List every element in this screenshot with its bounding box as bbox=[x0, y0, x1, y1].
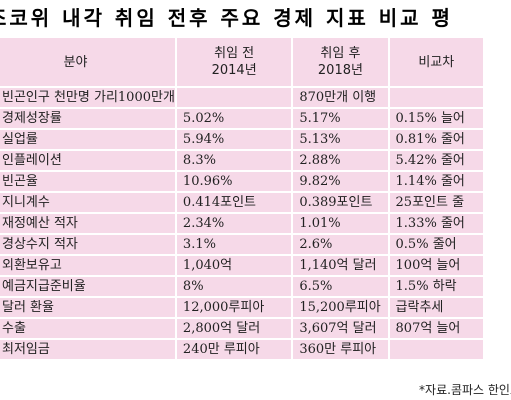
row-diff: 100억 늘어 bbox=[387, 254, 486, 277]
table-row: 지니계수 0.414포인트 0.389포인트 25포인트 줄 bbox=[0, 191, 486, 214]
row-field: 지니계수 bbox=[0, 191, 177, 214]
table-row: 인플레이션 8.3% 2.88% 5.42% 줄어 bbox=[0, 149, 486, 172]
table-row: 경제성장률 5.02% 5.17% 0.15% 늘어 bbox=[0, 107, 486, 130]
row-after: 0.389포인트 bbox=[291, 191, 390, 214]
row-before: 240만 루피아 bbox=[174, 338, 294, 361]
row-field: 외환보유고 bbox=[0, 254, 177, 277]
row-diff: 0.81% 줄어 bbox=[387, 128, 486, 151]
table-row: 달러 환율 12,000루피아 15,200루피아 급락추세 bbox=[0, 296, 486, 319]
row-field: 빈곤율 bbox=[0, 170, 177, 193]
row-diff bbox=[387, 338, 486, 361]
row-field: 빈곤인구 천만명 가리1000만개 bbox=[0, 86, 177, 109]
header-row: 분야 취임 전 2014년 취임 후 2018년 비교차 bbox=[0, 36, 486, 88]
row-field: 경상수지 적자 bbox=[0, 233, 177, 256]
row-after: 1,140억 달러 bbox=[291, 254, 390, 277]
row-after: 5.13% bbox=[291, 128, 390, 151]
row-diff: 1.5% 하락 bbox=[387, 275, 486, 298]
row-before: 10.96% bbox=[174, 170, 294, 193]
row-diff: 0.5% 줄어 bbox=[387, 233, 486, 256]
header-diff: 비교차 bbox=[387, 36, 486, 88]
row-before: 2.34% bbox=[174, 212, 294, 235]
header-before: 취임 전 2014년 bbox=[174, 36, 294, 88]
row-after: 2.6% bbox=[291, 233, 390, 256]
row-diff: 1.33% 줄어 bbox=[387, 212, 486, 235]
row-field: 최저임금 bbox=[0, 338, 177, 361]
row-after: 6.5% bbox=[291, 275, 390, 298]
row-before: 5.94% bbox=[174, 128, 294, 151]
row-field: 실업률 bbox=[0, 128, 177, 151]
row-after: 9.82% bbox=[291, 170, 390, 193]
table-row: 최저임금 240만 루피아 360만 루피아 bbox=[0, 338, 486, 361]
row-field: 달러 환율 bbox=[0, 296, 177, 319]
row-field: 재정예산 적자 bbox=[0, 212, 177, 235]
row-field: 경제성장률 bbox=[0, 107, 177, 130]
row-diff: 5.42% 줄어 bbox=[387, 149, 486, 172]
row-before: 2,800억 달러 bbox=[174, 317, 294, 340]
table-row: 재정예산 적자 2.34% 1.01% 1.33% 줄어 bbox=[0, 212, 486, 235]
table-row: 빈곤인구 천만명 가리1000만개 870만개 이행 bbox=[0, 86, 486, 109]
table-row: 수출 2,800억 달러 3,607억 달러 807억 늘어 bbox=[0, 317, 486, 340]
header-after: 취임 후 2018년 bbox=[291, 36, 390, 88]
row-diff bbox=[387, 86, 486, 109]
page-title: 조코위 내각 취임 전후 주요 경제 지표 비교 평 bbox=[0, 6, 453, 30]
row-before: 8.3% bbox=[174, 149, 294, 172]
table-row: 빈곤율 10.96% 9.82% 1.14% 줄어 bbox=[0, 170, 486, 193]
row-after: 360만 루피아 bbox=[291, 338, 390, 361]
row-before: 5.02% bbox=[174, 107, 294, 130]
table-row: 실업률 5.94% 5.13% 0.81% 줄어 bbox=[0, 128, 486, 151]
row-diff: 0.15% 늘어 bbox=[387, 107, 486, 130]
row-before: 0.414포인트 bbox=[174, 191, 294, 214]
row-after: 3,607억 달러 bbox=[291, 317, 390, 340]
row-field: 수출 bbox=[0, 317, 177, 340]
row-before: 12,000루피아 bbox=[174, 296, 294, 319]
row-after: 870만개 이행 bbox=[291, 86, 390, 109]
comparison-table: 분야 취임 전 2014년 취임 후 2018년 비교차 빈곤인구 천만명 가리10… bbox=[0, 36, 486, 361]
source-note: *자료.콤파스 한인포 bbox=[419, 383, 511, 397]
row-before: 3.1% bbox=[174, 233, 294, 256]
table-row: 예금지급준비율 8% 6.5% 1.5% 하락 bbox=[0, 275, 486, 298]
table-row: 경상수지 적자 3.1% 2.6% 0.5% 줄어 bbox=[0, 233, 486, 256]
row-before: 8% bbox=[174, 275, 294, 298]
row-after: 1.01% bbox=[291, 212, 390, 235]
row-after: 5.17% bbox=[291, 107, 390, 130]
header-field: 분야 bbox=[0, 36, 177, 88]
row-after: 2.88% bbox=[291, 149, 390, 172]
table-row: 외환보유고 1,040억 1,140억 달러 100억 늘어 bbox=[0, 254, 486, 277]
row-before bbox=[174, 86, 294, 109]
row-diff: 25포인트 줄 bbox=[387, 191, 486, 214]
row-diff: 1.14% 줄어 bbox=[387, 170, 486, 193]
row-field: 인플레이션 bbox=[0, 149, 177, 172]
row-before: 1,040억 bbox=[174, 254, 294, 277]
row-after: 15,200루피아 bbox=[291, 296, 390, 319]
row-field: 예금지급준비율 bbox=[0, 275, 177, 298]
row-diff: 급락추세 bbox=[387, 296, 486, 319]
row-diff: 807억 늘어 bbox=[387, 317, 486, 340]
